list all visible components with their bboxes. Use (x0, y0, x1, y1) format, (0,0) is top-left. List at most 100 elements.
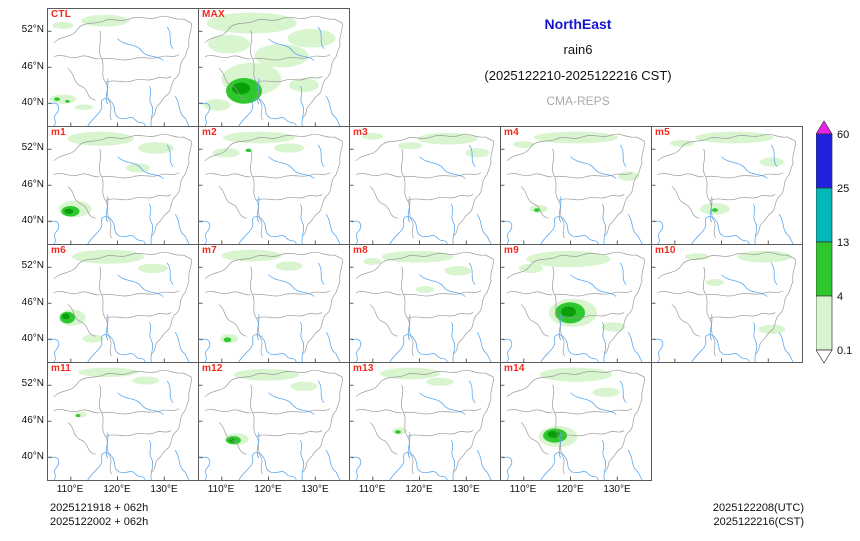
footer-init-times: 2025121918 + 062h 2025122002 + 062h (50, 501, 148, 529)
colorbar-segment (815, 295, 833, 351)
tick-marks (652, 148, 769, 244)
y-tick-label: 46°N (21, 60, 44, 72)
precip-shading (58, 249, 168, 343)
valid-period: (2025122210-2025122216 CST) (484, 68, 672, 83)
x-tick-label: 110°E (358, 484, 386, 495)
y-tick-label: 40°N (21, 333, 44, 344)
x-tick-label: 110°E (56, 484, 84, 495)
colorbar-level-label: 4 (837, 291, 843, 303)
colorbar-over-arrow (815, 120, 833, 135)
y-tick-label: 52°N (21, 24, 44, 36)
map-panel-m7: m7 (198, 244, 350, 363)
footer-valid-times: 2025122208(UTC) 2025122216(CST) (713, 501, 804, 529)
y-tick-label: 52°N (21, 142, 44, 154)
panel-map-svg (350, 367, 494, 480)
panel-label: m14 (504, 363, 525, 374)
basemap (49, 251, 192, 362)
y-tick-label: 52°N (21, 260, 44, 272)
panel-map-svg (199, 368, 343, 480)
precip-shading (203, 12, 336, 111)
panel-map-svg (48, 131, 192, 244)
tick-marks (199, 384, 316, 480)
x-tick-label: 130°E (150, 484, 178, 495)
panel-map-svg (501, 131, 645, 244)
panel-label: m13 (353, 363, 374, 374)
colorbar-level-label: 13 (837, 237, 849, 249)
variable-title: rain6 (563, 42, 593, 57)
panel-label: m6 (51, 245, 66, 256)
map-panel-m2: m2 (198, 126, 350, 245)
tick-marks (199, 266, 316, 362)
map-panel-MAX: MAX (198, 8, 350, 127)
panel-label: MAX (202, 9, 225, 20)
init-time-1: 2025121918 + 062h (50, 502, 149, 514)
panel-label: m4 (504, 127, 519, 138)
tick-marks (501, 148, 618, 244)
basemap (351, 369, 494, 480)
x-tick-label: 120°E (556, 484, 584, 495)
basemap (49, 369, 192, 480)
precip-shading (684, 250, 792, 334)
y-tick-label: 52°N (21, 378, 44, 390)
x-tick-label: 110°E (207, 484, 235, 495)
basemap (49, 15, 192, 126)
tick-marks (48, 148, 165, 244)
colorbar: 60 25 13 4 0.1 (815, 120, 860, 375)
panel-map-svg (501, 250, 645, 362)
panel-map-svg (48, 14, 192, 126)
map-panel-m6: m6 (47, 244, 199, 363)
map-panel-m1: m1 (47, 126, 199, 245)
y-tick-label: 40°N (21, 451, 44, 462)
init-time-2: 2025122002 + 062h (50, 516, 149, 528)
valid-time-cst: 2025122216(CST) (713, 516, 804, 528)
colorbar-segment (815, 133, 833, 189)
model-name: CMA-REPS (546, 94, 610, 108)
panel-map-svg (350, 250, 494, 362)
basemap (351, 251, 494, 362)
panel-map-svg (48, 367, 192, 480)
basemap (200, 369, 343, 480)
panel-map-svg (652, 131, 796, 244)
precip-shading (538, 367, 620, 448)
colorbar-level-label: 0.1 (837, 345, 852, 357)
y-tick-label: 46°N (21, 414, 44, 426)
y-tick-label: 40°N (21, 215, 44, 226)
basemap (200, 251, 343, 362)
tick-marks (350, 266, 467, 362)
panel-map-svg (652, 250, 796, 362)
basemap (502, 133, 645, 244)
precip-shading (58, 131, 174, 218)
panel-map-svg (199, 131, 343, 244)
precip-shading (512, 131, 639, 213)
map-panel-m11: m11 (47, 362, 199, 481)
y-tick-label: 46°N (21, 178, 44, 190)
panel-label: m3 (353, 127, 368, 138)
precip-shading (361, 132, 490, 158)
map-panel-m13: m13 (349, 362, 501, 481)
tick-marks (652, 266, 769, 362)
panel-map-svg (199, 12, 343, 126)
colorbar-level-label: 60 (837, 129, 849, 141)
x-tick-label: 120°E (254, 484, 282, 495)
tick-marks (350, 384, 467, 480)
x-tick-label: 120°E (405, 484, 433, 495)
tick-marks (350, 148, 467, 244)
precip-shading (518, 250, 626, 332)
panel-label: m2 (202, 127, 217, 138)
colorbar-level-label: 25 (837, 183, 849, 195)
panel-map-svg (48, 249, 192, 362)
map-panel-m8: m8 (349, 244, 501, 363)
x-tick-label: 130°E (301, 484, 329, 495)
title-block: NorthEast rain6 (2025122210-2025122216 C… (352, 16, 804, 108)
valid-time-utc: 2025122208(UTC) (712, 502, 804, 514)
basemap (653, 133, 796, 244)
tick-marks (199, 148, 316, 244)
precip-shading (219, 249, 303, 344)
y-tick-label: 40°N (21, 97, 44, 108)
y-tick-label: 46°N (21, 296, 44, 308)
map-panel-CTL: CTL (47, 8, 199, 127)
basemap (653, 251, 796, 362)
precip-shading (75, 367, 160, 418)
colorbar-segment (815, 241, 833, 297)
